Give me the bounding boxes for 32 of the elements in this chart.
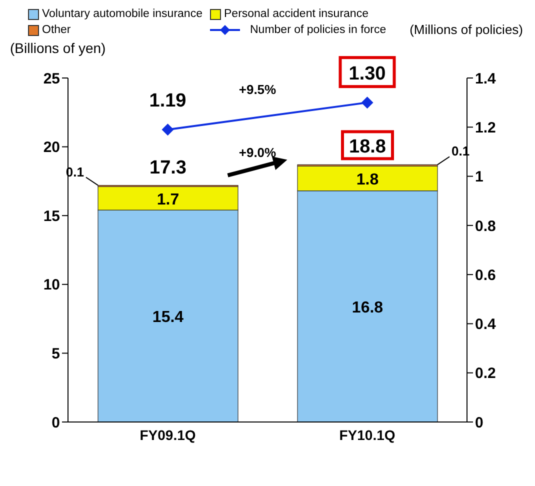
y2-tick-label: 0.8 [475, 218, 496, 235]
y2-tick-label: 0.2 [475, 365, 496, 382]
total-label: 17.3 [150, 157, 186, 178]
data-label: 16.8 [352, 299, 384, 316]
y2-axis-title: (Millions of policies) [410, 22, 523, 37]
legend-label: Number of policies in force [250, 24, 386, 36]
y2-tick-label: 1.4 [475, 70, 497, 88]
data-label: 15.4 [152, 309, 184, 326]
x-tick-label: FY09.1Q [140, 426, 196, 443]
y-tick-label: 15 [43, 208, 60, 225]
data-label: 1.7 [156, 191, 180, 208]
data-label: 1.8 [356, 171, 379, 188]
y2-tick-label: 0.6 [475, 266, 496, 284]
y2-tick-label: 0.4 [475, 316, 497, 334]
x-tick-label: FY10.1Q [339, 426, 396, 443]
y2-tick-label: 0 [475, 414, 484, 432]
total-label: 18.8 [349, 136, 386, 158]
legend-label: Other [42, 24, 71, 36]
y-tick-label: 5 [52, 346, 60, 363]
y-tick-label: 10 [43, 276, 60, 294]
data-label: 1.30 [348, 64, 386, 85]
data-label: 1.19 [149, 90, 186, 112]
legend-label: Voluntary automobile insurance [42, 8, 202, 20]
y2-tick-label: 1 [475, 168, 484, 186]
annotation: +9.5% [238, 82, 277, 98]
y-tick-label: 25 [43, 70, 60, 88]
y-tick-label: 20 [43, 139, 60, 156]
legend-label: Personal accident insurance [224, 8, 368, 20]
annotation: +9.0% [238, 145, 277, 160]
y-axis-title: (Billions of yen) [10, 40, 106, 56]
y-tick-label: 0 [52, 414, 60, 432]
y2-tick-label: 1.2 [475, 119, 496, 136]
